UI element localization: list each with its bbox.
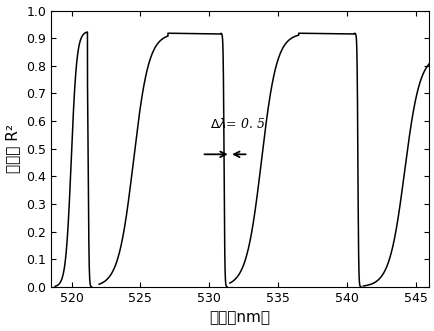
X-axis label: 波长（nm）: 波长（nm）	[209, 310, 270, 325]
Text: $\Delta\lambda$= 0. 5: $\Delta\lambda$= 0. 5	[210, 117, 265, 131]
Y-axis label: 反射率 R²: 反射率 R²	[6, 124, 20, 173]
